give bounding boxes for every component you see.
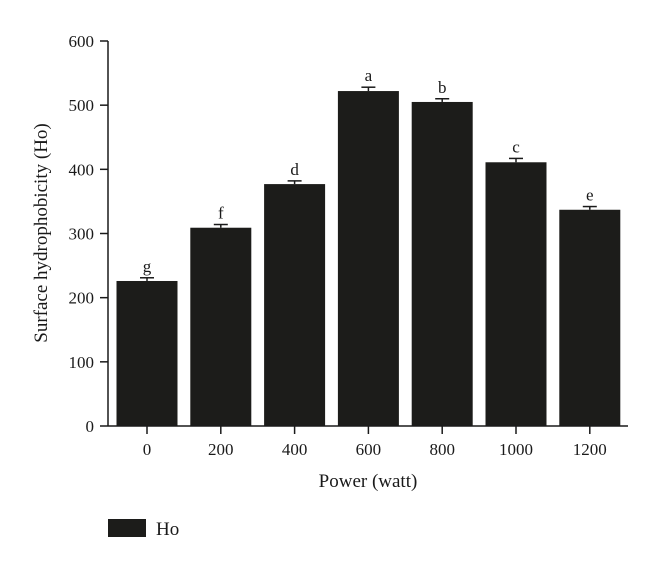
significance-label: b (438, 78, 447, 97)
y-tick-label: 500 (69, 96, 95, 115)
bar (116, 280, 178, 426)
x-tick-label: 0 (143, 440, 152, 459)
bar (559, 209, 621, 426)
x-tick-label: 1200 (573, 440, 607, 459)
bar (190, 227, 252, 426)
legend-swatch (108, 519, 146, 537)
x-tick-label: 1000 (499, 440, 533, 459)
significance-label: f (218, 204, 224, 223)
y-tick-label: 0 (86, 417, 95, 436)
y-tick-label: 300 (69, 225, 95, 244)
y-tick-label: 200 (69, 289, 95, 308)
x-tick-label: 200 (208, 440, 234, 459)
y-axis-title: Surface hydrophobicity (Ho) (31, 123, 52, 343)
significance-label: d (290, 160, 299, 179)
significance-label: a (365, 66, 373, 85)
error-bars-layer (140, 86, 597, 281)
bar (337, 91, 399, 427)
y-tick-label: 100 (69, 353, 95, 372)
x-tick-label: 800 (429, 440, 455, 459)
bar (485, 162, 547, 426)
legend-label: Ho (156, 519, 179, 540)
bar (264, 184, 326, 426)
x-ticks-layer: 0 200 400 600 800 1000 1200 (143, 426, 607, 459)
y-ticks-layer: 0 100 200 300 400 500 600 (69, 32, 108, 436)
x-axis-title: Power (watt) (319, 471, 418, 492)
x-tick-label: 400 (282, 440, 308, 459)
significance-label: e (586, 186, 594, 205)
x-tick-label: 600 (356, 440, 382, 459)
y-tick-label: 400 (69, 160, 95, 179)
significance-label: c (512, 137, 520, 156)
significance-label: g (143, 257, 152, 276)
y-tick-label: 600 (69, 32, 95, 51)
legend: Ho (108, 519, 179, 540)
significance-labels-layer: g f d a b c e (143, 66, 594, 276)
bar (411, 101, 473, 426)
bars-layer (116, 91, 621, 427)
